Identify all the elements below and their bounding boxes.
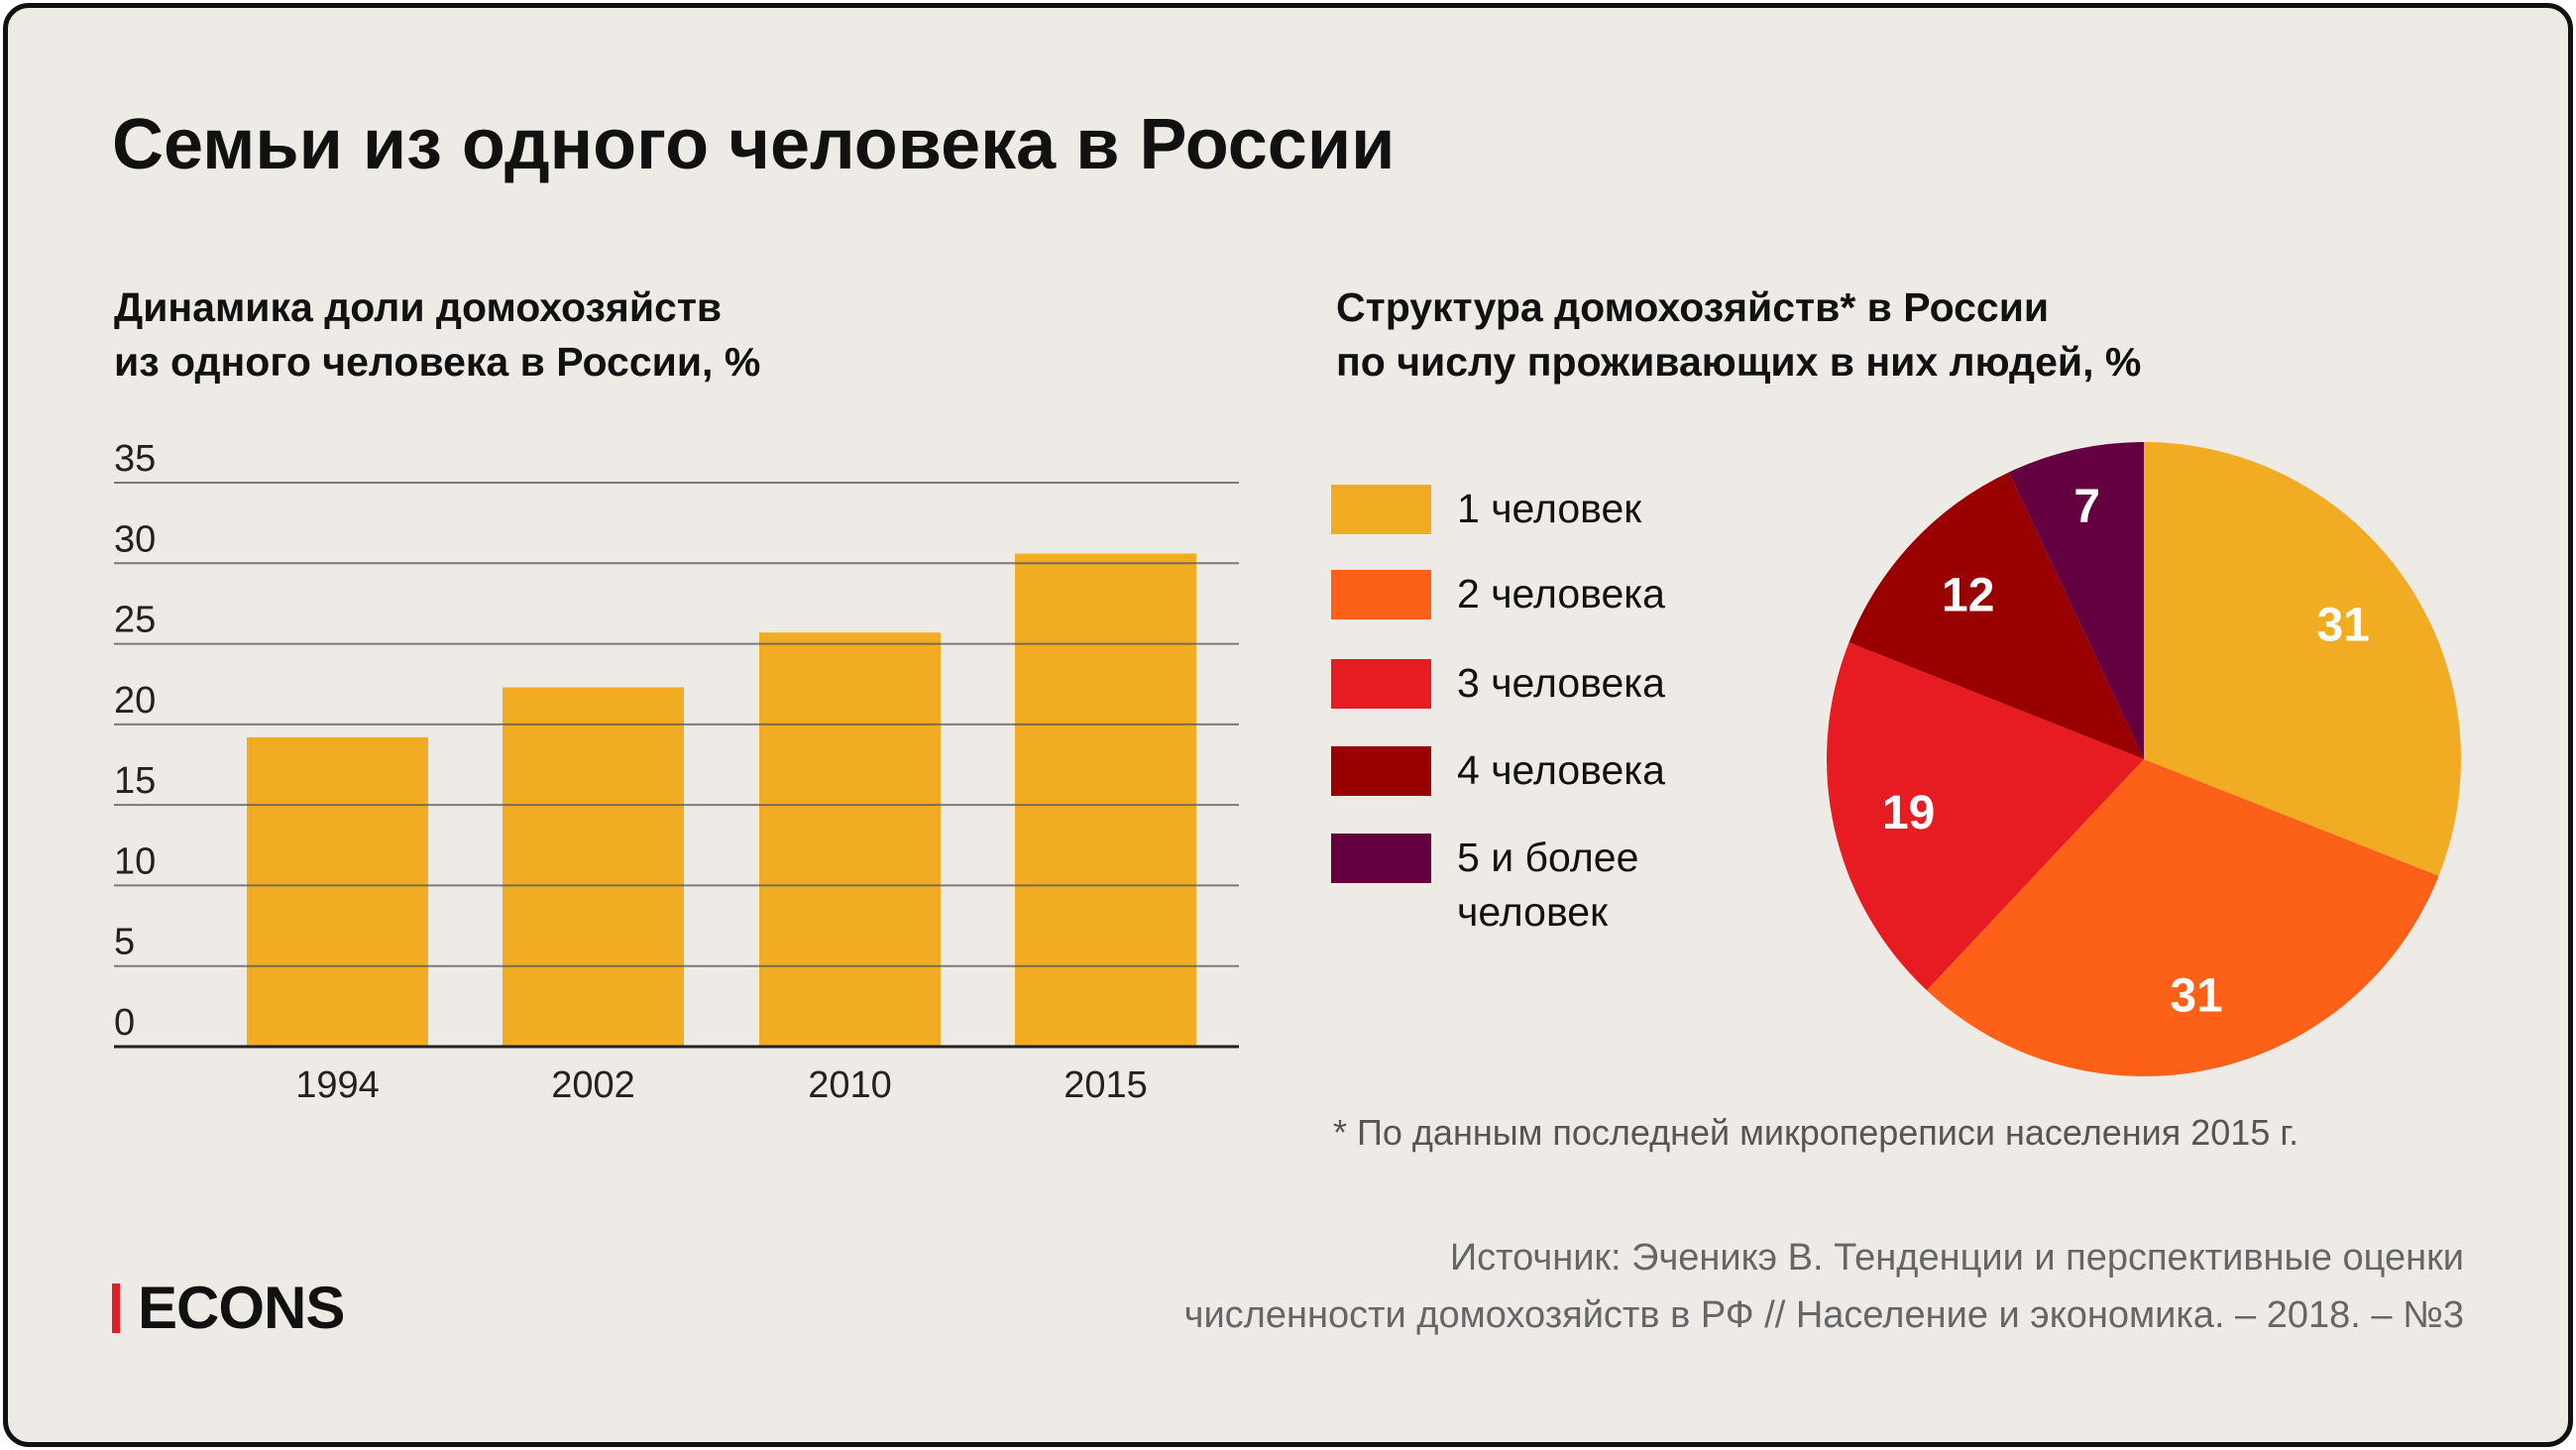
econs-logo: ECONS: [112, 1274, 345, 1342]
legend-label: 3 человека: [1457, 656, 1754, 711]
legend-label-line: 5 и более: [1457, 835, 1639, 880]
y-tick-label: 0: [114, 1002, 135, 1044]
pie-chart-title-line: Структура домохозяйств* в России: [1336, 284, 2050, 330]
legend-label-line: 2 человека: [1457, 571, 1665, 616]
pie-value-label: 31: [2170, 969, 2222, 1022]
legend-swatch: [1331, 659, 1431, 709]
legend-label: 2 человека: [1457, 567, 1754, 621]
y-tick-label: 10: [114, 840, 156, 882]
x-tick-label: 2002: [551, 1064, 635, 1106]
pie-value-label: 12: [1942, 570, 1994, 622]
legend-swatch: [1331, 834, 1431, 883]
source-line: Источник: Эченикэ В. Тенденции и перспек…: [1449, 1237, 2464, 1279]
legend-label: 5 и более человек: [1457, 831, 1754, 940]
x-tick-label: 2015: [1064, 1064, 1148, 1106]
source-line: численности домохозяйств в РФ // Населен…: [1183, 1294, 2464, 1336]
logo-text: ECONS: [138, 1275, 345, 1341]
legend-swatch: [1331, 570, 1431, 619]
y-tick-label: 15: [114, 760, 156, 802]
pie-slice: [1926, 759, 2439, 1076]
legend-label-line: 3 человека: [1457, 660, 1665, 706]
pie-slice: [1827, 642, 2144, 991]
bar-chart-title-line: из одного человека в России, %: [114, 339, 761, 385]
legend-label: 1 человек: [1457, 482, 1754, 536]
bar-chart-title: Динамика доли домохозяйств из одного чел…: [114, 280, 760, 390]
y-tick-label: 35: [114, 438, 156, 480]
pie-chart-title-line: по числу проживающих в них людей, %: [1336, 339, 2142, 385]
y-tick-label: 20: [114, 680, 156, 722]
legend-label: 4 человека: [1457, 743, 1754, 798]
pie-chart-title: Структура домохозяйств* в России по числ…: [1336, 280, 2141, 390]
bar-chart-title-line: Динамика доли домохозяйств: [114, 284, 723, 330]
page-title: Семьи из одного человека в России: [112, 105, 1396, 184]
pie-slice: [2144, 442, 2461, 876]
y-tick-label: 25: [114, 600, 156, 641]
footnote: * По данным последней микропереписи насе…: [1333, 1112, 2299, 1153]
legend-label-line: 1 человек: [1457, 486, 1642, 531]
legend-swatch: [1331, 485, 1431, 534]
bar: [503, 687, 684, 1047]
legend-swatch: [1331, 746, 1431, 796]
pie-value-label: 7: [2073, 481, 2100, 533]
y-tick-label: 5: [114, 922, 135, 963]
bar: [247, 736, 428, 1047]
legend-label-line: человек: [1457, 889, 1609, 935]
y-tick-label: 30: [114, 518, 156, 560]
pie-slice: [1848, 472, 2144, 759]
pie-slice: [2008, 442, 2144, 759]
x-tick-label: 2010: [808, 1064, 892, 1106]
legend-label-line: 4 человека: [1457, 747, 1665, 793]
logo-accent-bar: [112, 1283, 120, 1333]
source-note: Источник: Эченикэ В. Тенденции и перспек…: [1184, 1229, 2464, 1344]
x-tick-label: 1994: [295, 1064, 380, 1106]
bar: [1015, 553, 1196, 1047]
pie-value-label: 19: [1882, 787, 1935, 839]
bar: [759, 632, 941, 1047]
pie-value-label: 31: [2316, 599, 2369, 651]
